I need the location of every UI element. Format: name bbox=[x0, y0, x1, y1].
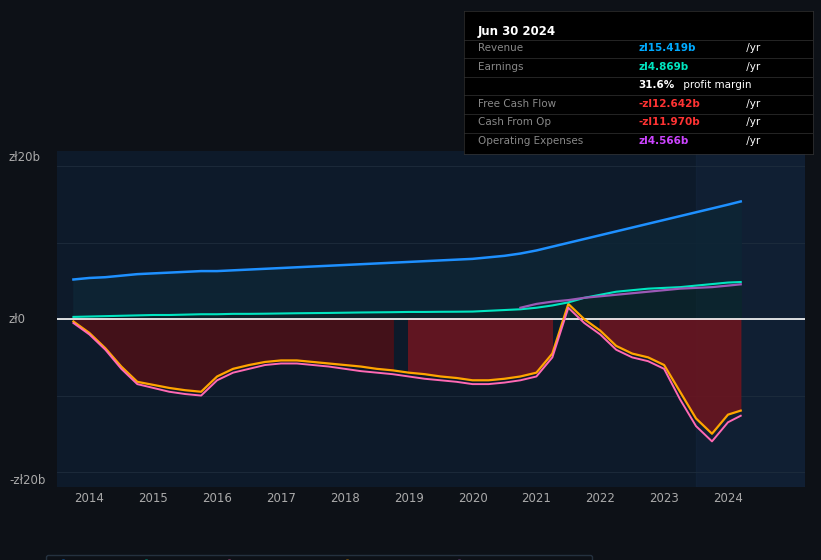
Text: /yr: /yr bbox=[743, 99, 760, 109]
Text: -zl11.970b: -zl11.970b bbox=[639, 118, 700, 128]
Text: /yr: /yr bbox=[743, 43, 760, 53]
Legend: Revenue, Earnings, Free Cash Flow, Cash From Op, Operating Expenses: Revenue, Earnings, Free Cash Flow, Cash … bbox=[46, 554, 592, 560]
Text: Free Cash Flow: Free Cash Flow bbox=[478, 99, 556, 109]
Text: zl4.869b: zl4.869b bbox=[639, 62, 689, 72]
Text: zł0: zł0 bbox=[9, 312, 26, 326]
Text: Cash From Op: Cash From Op bbox=[478, 118, 551, 128]
Text: zł20b: zł20b bbox=[9, 151, 41, 164]
Text: -zl12.642b: -zl12.642b bbox=[639, 99, 700, 109]
Text: Earnings: Earnings bbox=[478, 62, 523, 72]
Text: zl15.419b: zl15.419b bbox=[639, 43, 696, 53]
Text: /yr: /yr bbox=[743, 62, 760, 72]
Text: zl4.566b: zl4.566b bbox=[639, 136, 689, 146]
Text: 31.6%: 31.6% bbox=[639, 80, 675, 90]
Text: /yr: /yr bbox=[743, 118, 760, 128]
Text: profit margin: profit margin bbox=[680, 80, 752, 90]
Text: Operating Expenses: Operating Expenses bbox=[478, 136, 583, 146]
Bar bbox=[696, 151, 805, 487]
Text: /yr: /yr bbox=[743, 136, 760, 146]
Text: -zł20b: -zł20b bbox=[9, 474, 45, 487]
Text: Jun 30 2024: Jun 30 2024 bbox=[478, 26, 556, 39]
Text: Revenue: Revenue bbox=[478, 43, 523, 53]
